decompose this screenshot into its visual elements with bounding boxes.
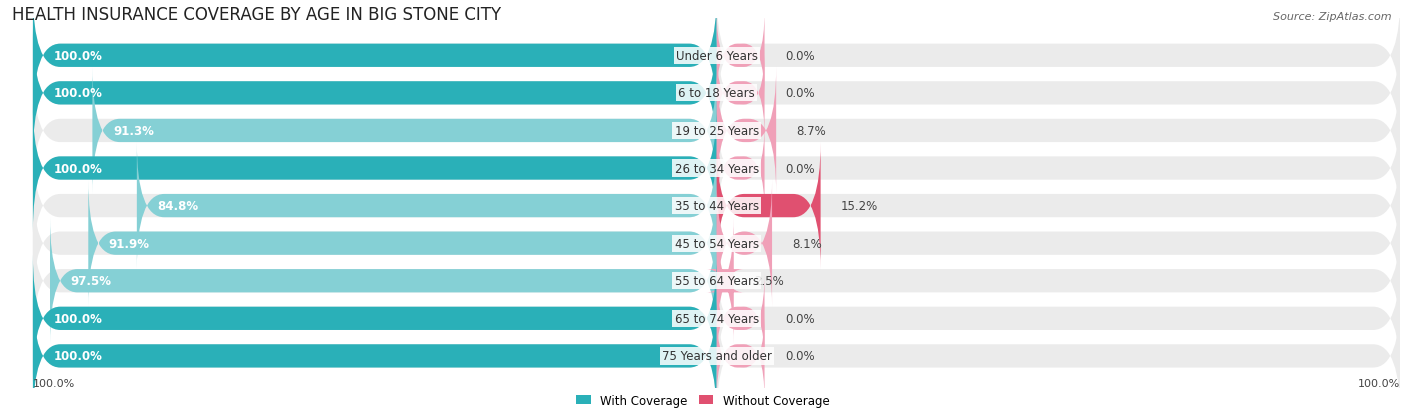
FancyBboxPatch shape: [717, 180, 1400, 307]
FancyBboxPatch shape: [717, 255, 1400, 382]
Text: 2.5%: 2.5%: [754, 275, 785, 287]
Text: 97.5%: 97.5%: [70, 275, 111, 287]
FancyBboxPatch shape: [32, 105, 717, 232]
FancyBboxPatch shape: [32, 68, 717, 195]
FancyBboxPatch shape: [32, 218, 717, 344]
FancyBboxPatch shape: [717, 311, 765, 401]
FancyBboxPatch shape: [32, 255, 717, 382]
FancyBboxPatch shape: [32, 255, 717, 382]
FancyBboxPatch shape: [717, 105, 1400, 232]
Text: Source: ZipAtlas.com: Source: ZipAtlas.com: [1274, 12, 1392, 22]
Text: 100.0%: 100.0%: [1358, 378, 1400, 388]
Text: Under 6 Years: Under 6 Years: [676, 50, 758, 63]
Text: 100.0%: 100.0%: [53, 50, 103, 63]
FancyBboxPatch shape: [32, 293, 717, 413]
Text: 19 to 25 Years: 19 to 25 Years: [675, 125, 759, 138]
Text: 84.8%: 84.8%: [157, 199, 198, 213]
FancyBboxPatch shape: [32, 30, 717, 157]
FancyBboxPatch shape: [717, 49, 765, 138]
FancyBboxPatch shape: [706, 218, 744, 344]
FancyBboxPatch shape: [717, 124, 765, 213]
Text: 75 Years and older: 75 Years and older: [662, 349, 772, 363]
Text: 6 to 18 Years: 6 to 18 Years: [678, 87, 755, 100]
Text: 8.7%: 8.7%: [797, 125, 827, 138]
FancyBboxPatch shape: [717, 274, 765, 363]
FancyBboxPatch shape: [717, 143, 821, 269]
FancyBboxPatch shape: [717, 143, 1400, 269]
FancyBboxPatch shape: [717, 180, 772, 307]
Text: 0.0%: 0.0%: [785, 87, 814, 100]
Text: 0.0%: 0.0%: [785, 349, 814, 363]
FancyBboxPatch shape: [32, 180, 717, 307]
FancyBboxPatch shape: [717, 12, 765, 101]
FancyBboxPatch shape: [717, 30, 1400, 157]
FancyBboxPatch shape: [32, 0, 717, 119]
Text: 55 to 64 Years: 55 to 64 Years: [675, 275, 759, 287]
FancyBboxPatch shape: [717, 218, 1400, 344]
FancyBboxPatch shape: [32, 293, 717, 413]
FancyBboxPatch shape: [717, 0, 1400, 119]
Text: 0.0%: 0.0%: [785, 50, 814, 63]
Text: 26 to 34 Years: 26 to 34 Years: [675, 162, 759, 175]
Text: 45 to 54 Years: 45 to 54 Years: [675, 237, 759, 250]
FancyBboxPatch shape: [32, 143, 717, 269]
Text: 0.0%: 0.0%: [785, 162, 814, 175]
Text: 100.0%: 100.0%: [53, 87, 103, 100]
Text: 65 to 74 Years: 65 to 74 Years: [675, 312, 759, 325]
Text: 91.9%: 91.9%: [108, 237, 150, 250]
FancyBboxPatch shape: [136, 143, 717, 269]
FancyBboxPatch shape: [51, 218, 717, 344]
FancyBboxPatch shape: [32, 0, 717, 119]
FancyBboxPatch shape: [93, 68, 717, 195]
Text: 100.0%: 100.0%: [53, 349, 103, 363]
Text: 35 to 44 Years: 35 to 44 Years: [675, 199, 759, 213]
FancyBboxPatch shape: [717, 68, 1400, 195]
Text: 100.0%: 100.0%: [32, 378, 75, 388]
FancyBboxPatch shape: [89, 180, 717, 307]
Legend: With Coverage, Without Coverage: With Coverage, Without Coverage: [572, 389, 834, 412]
Text: 15.2%: 15.2%: [841, 199, 879, 213]
Text: HEALTH INSURANCE COVERAGE BY AGE IN BIG STONE CITY: HEALTH INSURANCE COVERAGE BY AGE IN BIG …: [13, 6, 502, 24]
FancyBboxPatch shape: [32, 105, 717, 232]
Text: 0.0%: 0.0%: [785, 312, 814, 325]
FancyBboxPatch shape: [32, 30, 717, 157]
FancyBboxPatch shape: [717, 68, 776, 195]
Text: 100.0%: 100.0%: [53, 162, 103, 175]
Text: 8.1%: 8.1%: [793, 237, 823, 250]
FancyBboxPatch shape: [717, 293, 1400, 413]
Text: 100.0%: 100.0%: [53, 312, 103, 325]
Text: 91.3%: 91.3%: [112, 125, 153, 138]
